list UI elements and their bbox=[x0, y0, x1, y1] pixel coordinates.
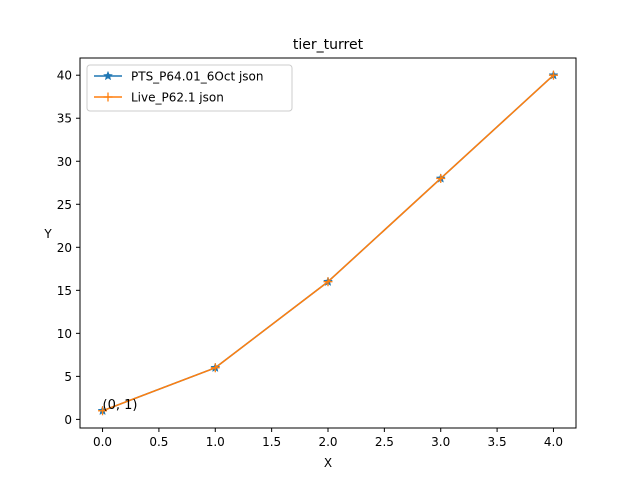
legend-marker bbox=[103, 92, 113, 102]
x-axis-ticks: 0.0 0.5 1.0 1.5 2.0 2.5 3.0 3.5 4.0 bbox=[93, 428, 563, 449]
point-annotation: (0, 1) bbox=[103, 398, 138, 413]
y-axis-ticks: 0 5 10 15 20 25 30 35 40 bbox=[57, 69, 80, 427]
legend-entry: PTS_P64.01_6Oct json bbox=[94, 70, 264, 84]
x-tick-label: 3.0 bbox=[431, 435, 450, 449]
y-tick-label: 30 bbox=[57, 155, 72, 169]
data-point bbox=[323, 277, 333, 287]
x-tick-label: 2.5 bbox=[375, 435, 394, 449]
x-tick-label: 2.0 bbox=[318, 435, 337, 449]
y-tick-label: 25 bbox=[57, 198, 72, 212]
y-tick-label: 35 bbox=[57, 112, 72, 126]
y-tick-label: 0 bbox=[64, 413, 72, 427]
x-tick-label: 1.5 bbox=[262, 435, 281, 449]
data-point bbox=[548, 70, 558, 80]
y-tick-label: 15 bbox=[57, 284, 72, 298]
plot-frame bbox=[79, 57, 577, 429]
legend: PTS_P64.01_6Oct json Live_P62.1 json bbox=[86, 64, 293, 112]
chart-title: tier_turret bbox=[293, 37, 364, 53]
legend-marker bbox=[102, 70, 114, 81]
legend-label: Live_P62.1 json bbox=[131, 91, 224, 105]
y-tick-label: 20 bbox=[57, 241, 72, 255]
legend-entry: Live_P62.1 json bbox=[94, 91, 224, 105]
x-tick-label: 1.0 bbox=[206, 435, 225, 449]
annotation-layer: (0, 1) bbox=[103, 398, 138, 413]
y-tick-label: 10 bbox=[57, 327, 72, 341]
y-tick-label: 40 bbox=[57, 69, 72, 83]
x-tick-label: 4.0 bbox=[544, 435, 563, 449]
x-axis-label: X bbox=[324, 456, 332, 470]
x-tick-label: 3.5 bbox=[488, 435, 507, 449]
legend-label: PTS_P64.01_6Oct json bbox=[131, 70, 264, 84]
x-tick-label: 0.0 bbox=[93, 435, 112, 449]
data-point bbox=[436, 173, 446, 183]
data-point bbox=[98, 406, 108, 416]
y-axis-label: Y bbox=[43, 227, 52, 241]
legend-box bbox=[86, 64, 293, 112]
y-tick-label: 5 bbox=[64, 370, 72, 384]
series-layer bbox=[97, 69, 559, 416]
x-tick-label: 0.5 bbox=[149, 435, 168, 449]
data-point bbox=[210, 363, 220, 373]
series-2 bbox=[98, 70, 558, 416]
